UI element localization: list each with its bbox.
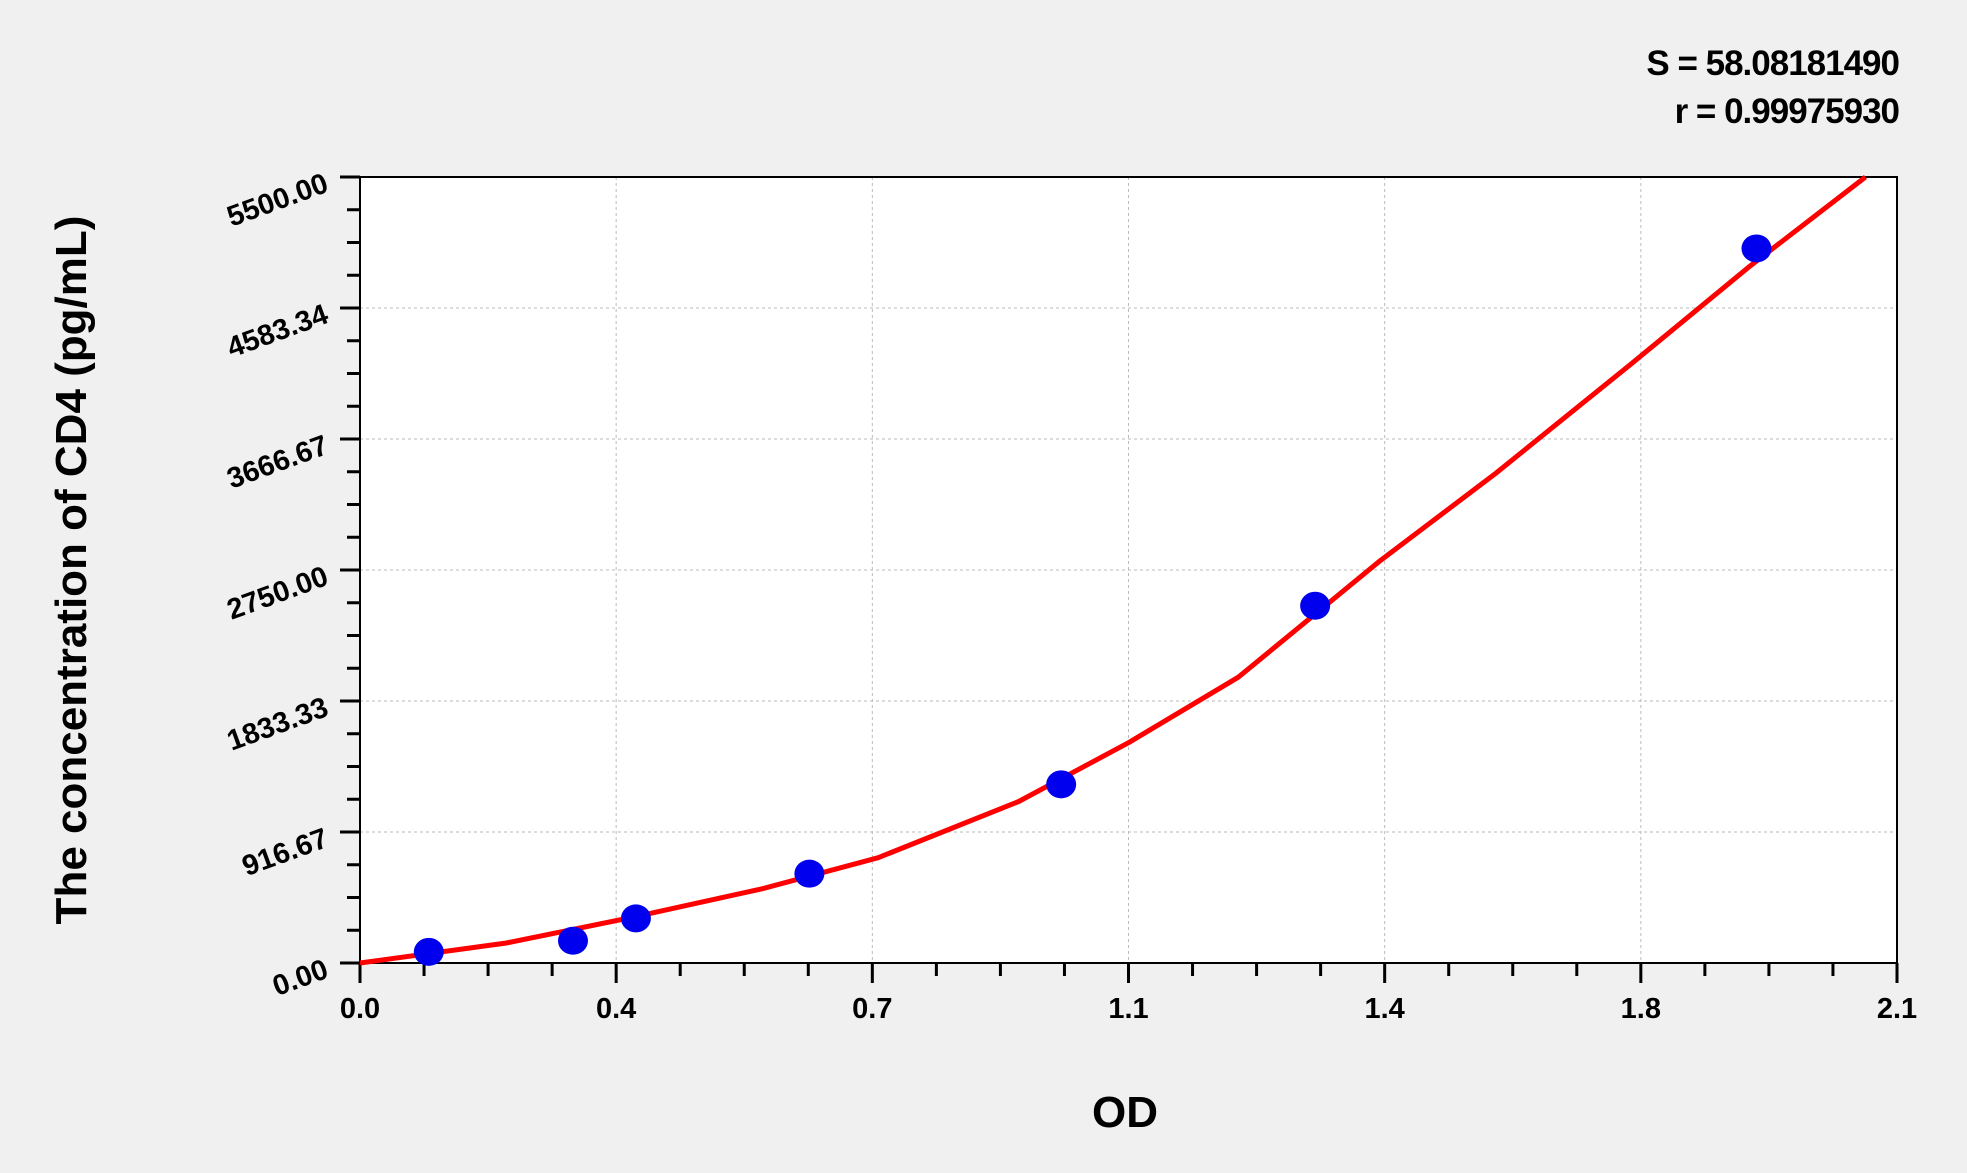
data-point — [620, 904, 651, 933]
x-tick-label: 1.8 — [1621, 993, 1661, 1025]
y-axis-title: The concentration of CD4 (pg/mL) — [47, 216, 96, 925]
y-tick-label: 916.67 — [238, 823, 332, 883]
x-tick-label: 2.1 — [1877, 993, 1917, 1025]
x-tick-label: 1.4 — [1365, 993, 1405, 1025]
y-tick-label: 2750.00 — [223, 561, 332, 627]
x-tick-label: 0.4 — [596, 993, 636, 1025]
y-tick-label: 1833.33 — [223, 692, 332, 758]
r-value-annotation: r = 0.99975930 — [1674, 92, 1900, 131]
data-point — [794, 859, 825, 888]
data-point — [1046, 770, 1077, 799]
data-point — [1741, 234, 1772, 263]
y-tick-label: 4583.34 — [223, 299, 332, 365]
x-tick-label: 0.0 — [340, 993, 380, 1025]
y-tick-label: 5500.00 — [223, 168, 332, 234]
x-tick-label: 1.1 — [1108, 993, 1148, 1025]
data-point — [413, 937, 444, 966]
x-axis-title: OD — [1092, 1088, 1158, 1137]
x-tick-label: 0.7 — [852, 993, 892, 1025]
y-tick-label: 0.00 — [268, 954, 332, 1003]
s-value-annotation: S = 58.08181490 — [1646, 44, 1900, 83]
y-tick-label: 3666.67 — [223, 430, 332, 496]
data-point — [557, 926, 588, 955]
data-point — [1300, 591, 1331, 620]
